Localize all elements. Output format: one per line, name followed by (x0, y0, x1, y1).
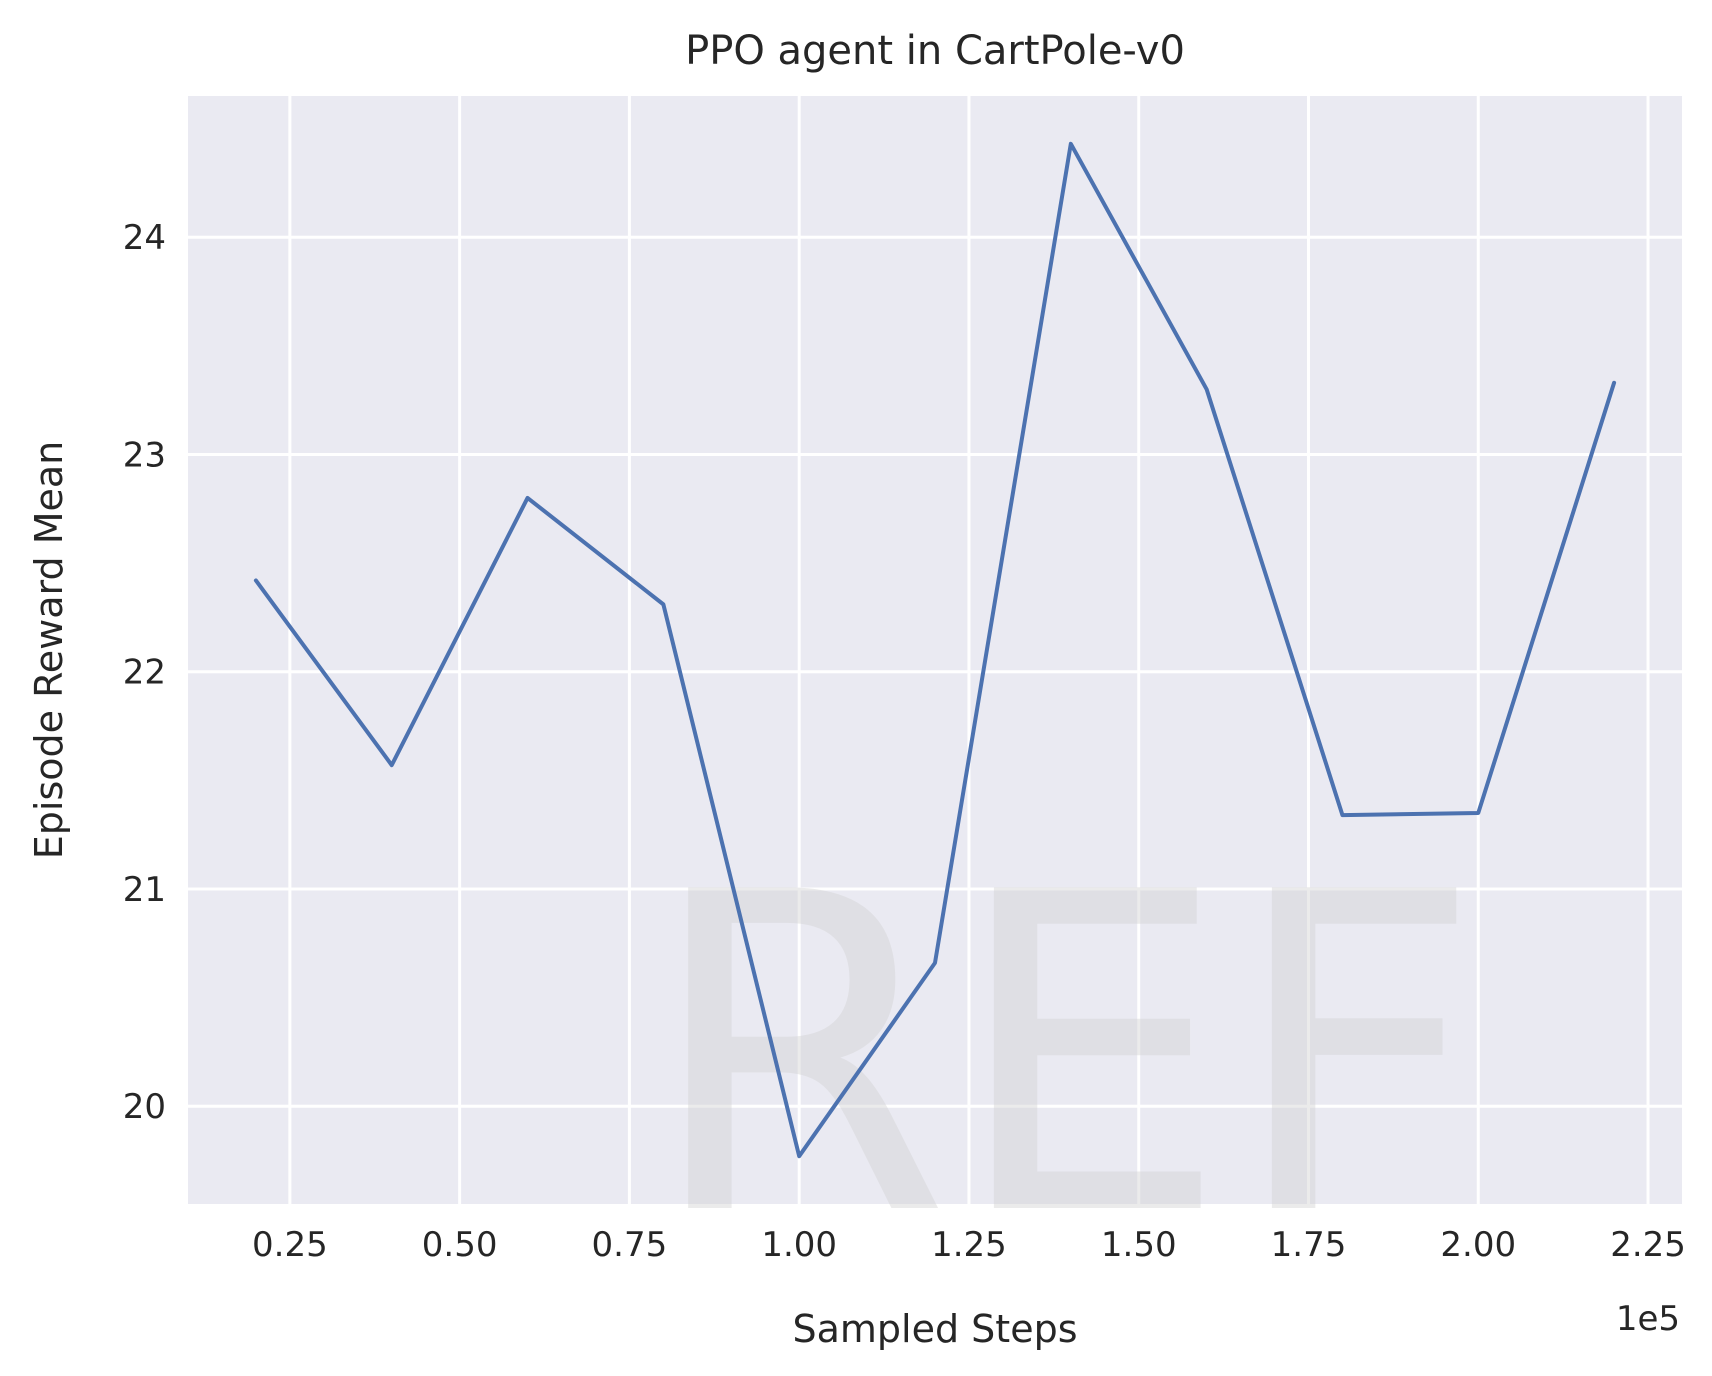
y-tick-label: 22 (123, 653, 166, 693)
x-tick-label: 1.00 (761, 1225, 837, 1265)
watermark-text: REF (645, 800, 1482, 1312)
y-axis-label: Episode Reward Mean (27, 441, 71, 859)
x-tick-label: 1.25 (931, 1225, 1007, 1265)
x-axis-label: Sampled Steps (793, 1307, 1078, 1351)
x-tick-label: 0.75 (592, 1225, 668, 1265)
x-tick-label: 2.25 (1610, 1225, 1686, 1265)
y-gridlines (188, 235, 1682, 1108)
y-tick-label: 23 (123, 435, 166, 475)
y-tick-label: 20 (123, 1087, 166, 1127)
chart-title: PPO agent in CartPole-v0 (685, 28, 1185, 74)
y-tick-labels: 20 21 22 23 24 (123, 218, 166, 1127)
y-tick-label: 24 (123, 218, 166, 258)
y-tick-label: 21 (123, 870, 166, 910)
x-tick-labels: 0.25 0.50 0.75 1.00 1.25 1.50 1.75 2.00 2.25 (252, 1225, 1686, 1265)
x-tick-label: 0.25 (252, 1225, 328, 1265)
x-tick-label: 1.50 (1101, 1225, 1177, 1265)
x-tick-label: 1.75 (1271, 1225, 1347, 1265)
x-tick-label: 0.50 (422, 1225, 498, 1265)
x-offset-label: 1e5 (1616, 1299, 1680, 1339)
plot-area (188, 96, 1682, 1204)
x-gridlines (288, 96, 1650, 1204)
series-line (253, 141, 1617, 1159)
x-tick-label: 2.00 (1440, 1225, 1516, 1265)
